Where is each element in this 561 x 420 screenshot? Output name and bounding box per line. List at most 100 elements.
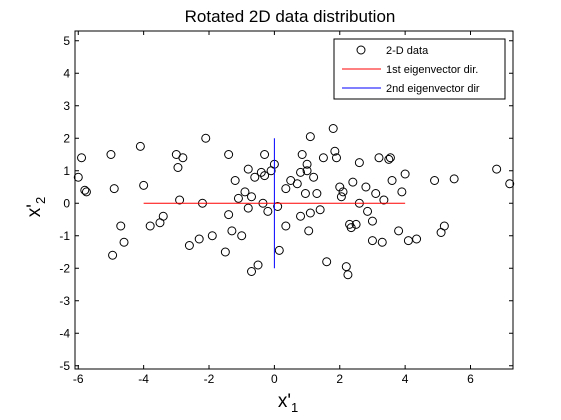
data-point bbox=[173, 163, 183, 172]
data-point bbox=[207, 231, 217, 241]
data-point bbox=[233, 193, 243, 203]
data-point bbox=[106, 150, 116, 159]
data-point bbox=[305, 208, 315, 218]
data-point bbox=[331, 153, 341, 163]
data-point bbox=[343, 270, 353, 280]
data-point bbox=[297, 150, 307, 159]
data-point bbox=[247, 192, 257, 202]
data-point bbox=[201, 133, 211, 143]
data-point bbox=[220, 247, 230, 257]
data-point bbox=[412, 234, 422, 244]
data-point bbox=[330, 146, 340, 156]
x-tick-label: 2 bbox=[336, 372, 343, 386]
data-point bbox=[394, 226, 404, 236]
data-point bbox=[240, 187, 250, 197]
data-point bbox=[274, 245, 284, 255]
chart-title: Rotated 2D data distribution bbox=[185, 7, 396, 26]
data-point bbox=[449, 174, 459, 184]
data-point bbox=[367, 236, 377, 246]
data-point bbox=[296, 211, 306, 221]
data-point bbox=[237, 231, 247, 241]
data-point bbox=[80, 185, 90, 195]
data-point bbox=[385, 153, 395, 163]
data-point bbox=[135, 141, 145, 151]
data-point bbox=[371, 189, 381, 198]
data-point bbox=[505, 179, 515, 189]
data-point bbox=[243, 164, 253, 174]
legend-marker-circle bbox=[356, 45, 366, 55]
y-tick-label: -2 bbox=[59, 261, 70, 275]
y-tick-label: -5 bbox=[59, 359, 70, 373]
data-point bbox=[397, 187, 407, 197]
data-point bbox=[439, 221, 449, 231]
y-tick-label: 1 bbox=[63, 164, 70, 178]
data-point bbox=[400, 169, 410, 179]
data-point bbox=[139, 180, 149, 190]
data-point bbox=[335, 182, 345, 192]
y-tick-label: -3 bbox=[59, 294, 70, 308]
data-point bbox=[309, 172, 319, 182]
data-point bbox=[336, 192, 346, 202]
legend-entry-label: 1st eigenvector dir. bbox=[386, 64, 478, 76]
data-point bbox=[300, 189, 310, 198]
y-tick-label: 3 bbox=[63, 99, 70, 113]
data-point bbox=[492, 164, 502, 174]
data-point bbox=[227, 226, 237, 236]
data-point bbox=[175, 195, 185, 205]
legend-entry-label: 2-D data bbox=[386, 45, 429, 57]
data-point bbox=[281, 184, 291, 194]
data-point bbox=[247, 267, 257, 276]
x-tick-label: 6 bbox=[467, 372, 474, 386]
data-point bbox=[348, 177, 358, 187]
data-point bbox=[322, 257, 332, 267]
legend-entry-label: 2nd eigenvector dir bbox=[386, 83, 480, 95]
data-point bbox=[305, 132, 315, 142]
data-point bbox=[119, 237, 129, 247]
data-point bbox=[281, 221, 291, 231]
data-point bbox=[77, 153, 87, 163]
data-point bbox=[73, 172, 83, 182]
data-point bbox=[224, 210, 234, 220]
x-tick-label: 0 bbox=[271, 372, 278, 386]
data-point bbox=[296, 167, 306, 177]
data-point bbox=[387, 176, 397, 185]
y-tick-label: -4 bbox=[59, 326, 70, 340]
data-point bbox=[292, 179, 302, 189]
data-point bbox=[145, 221, 155, 231]
y-axis-label-sub: 2 bbox=[33, 197, 48, 204]
x-axis-label: x'1 bbox=[278, 391, 298, 415]
x-tick-label: -2 bbox=[204, 372, 215, 386]
data-point bbox=[108, 250, 118, 260]
data-point bbox=[312, 189, 322, 198]
data-point bbox=[273, 202, 283, 211]
data-point bbox=[194, 234, 204, 244]
data-point bbox=[361, 182, 371, 192]
data-point bbox=[374, 153, 384, 163]
data-point bbox=[351, 219, 361, 229]
y-tick-label: -1 bbox=[59, 229, 70, 243]
data-point bbox=[384, 154, 394, 164]
data-point bbox=[116, 221, 126, 231]
x-axis-label-sub: 1 bbox=[291, 400, 298, 415]
data-point bbox=[230, 176, 240, 185]
data-point bbox=[377, 237, 387, 247]
data-point bbox=[263, 206, 273, 216]
data-point bbox=[243, 203, 253, 213]
data-point bbox=[354, 158, 364, 168]
data-point bbox=[253, 260, 263, 270]
x-tick-label: -6 bbox=[73, 372, 84, 386]
data-point bbox=[328, 124, 338, 133]
y-tick-label: 4 bbox=[63, 66, 70, 80]
y-tick-label: 5 bbox=[63, 34, 70, 48]
data-point bbox=[302, 166, 312, 176]
y-tick-label: 2 bbox=[63, 131, 70, 145]
data-point bbox=[304, 226, 314, 236]
y-axis-label-main: x' bbox=[24, 204, 45, 217]
data-point bbox=[346, 223, 356, 233]
data-point bbox=[379, 195, 389, 205]
data-point bbox=[256, 167, 266, 177]
data-point bbox=[250, 172, 260, 182]
data-point bbox=[430, 176, 440, 185]
y-axis-label: x'2 bbox=[24, 197, 48, 217]
